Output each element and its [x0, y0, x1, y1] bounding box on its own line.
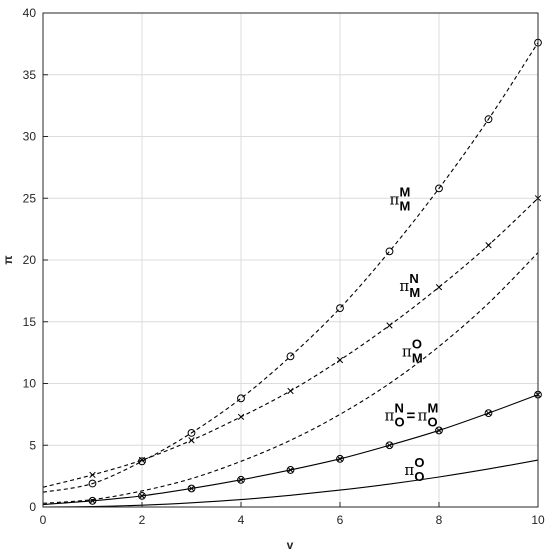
series-2-x-marker: [287, 387, 294, 395]
series-line-5: [42, 459, 539, 508]
annotation-superscript: N: [409, 271, 418, 286]
annotation-subscript: O: [428, 415, 438, 430]
series-4-circle-marker: [435, 426, 443, 435]
series-4-x-marker: [238, 477, 244, 483]
series-4-circle-marker: [88, 496, 97, 505]
series-4-x-marker: [139, 493, 145, 499]
series-4-x-marker: [287, 467, 294, 473]
series-2-x-marker: [89, 471, 96, 479]
annotation-superscript: O: [412, 336, 422, 351]
x-tick-label: 6: [337, 513, 344, 527]
series-1-circle-marker: [237, 394, 245, 403]
series-4-circle-marker: [237, 475, 245, 484]
annotation-symbol: π: [418, 407, 428, 425]
series-4-x-marker: [485, 410, 492, 416]
series-4-x-marker: [188, 485, 195, 492]
series-1-circle-marker: [187, 429, 196, 437]
annotation-4: π NO = π MO: [385, 401, 439, 430]
series-1-circle-marker: [435, 184, 443, 193]
series-2-x-marker: [336, 356, 344, 364]
series-annotations: π MMπ NMπ OMπ NO = π MOπ OO: [385, 184, 439, 483]
annotation-superscript: N: [395, 401, 404, 416]
annotation-3: π OM: [402, 336, 423, 365]
series-4-circle-marker: [187, 484, 196, 493]
series-4-circle-marker: [336, 454, 344, 463]
x-tick-labels: 0 2 4 6 8 10: [40, 502, 545, 527]
annotation-2: π NM: [399, 271, 420, 300]
series-2-x-marker: [386, 322, 393, 329]
series-4-circle-marker: [484, 409, 493, 418]
y-tick-label: 40: [23, 6, 37, 20]
x-tick-label: 10: [531, 513, 545, 527]
annotation-superscript: M: [400, 184, 411, 199]
annotation-subscript: M: [400, 198, 411, 213]
y-tick-label: 15: [23, 315, 37, 329]
y-tick-label: 0: [29, 500, 36, 514]
y-axis-label: π: [1, 255, 15, 264]
annotation-symbol: π: [390, 190, 400, 208]
x-tick-label: 0: [40, 513, 47, 527]
series-2-x-marker: [188, 437, 195, 444]
series-2-x-marker: [485, 242, 492, 249]
annotation-1: π MM: [390, 184, 411, 213]
series-4-circle-marker: [385, 441, 394, 450]
y-tick-label: 10: [23, 377, 37, 391]
y-tick-label: 30: [23, 130, 37, 144]
series-1-circle-marker: [286, 352, 295, 361]
annotation-5: π OO: [404, 455, 424, 484]
x-tick-label: 2: [139, 513, 146, 527]
x-tick-label: 8: [436, 513, 443, 527]
x-axis-label: v: [287, 538, 294, 552]
series-1-circle-marker: [336, 304, 344, 313]
series-2-x-marker: [237, 413, 245, 420]
annotation-superscript: M: [428, 401, 439, 416]
series-1-circle-marker: [138, 457, 146, 466]
series-line-3: [42, 252, 539, 504]
series-4-circle-marker: [286, 466, 295, 474]
series-1-circle-marker: [385, 247, 394, 256]
series-4-x-marker: [89, 498, 96, 504]
series-line-1: [42, 42, 539, 493]
series-4-x-marker: [436, 427, 442, 433]
annotation-subscript: M: [409, 285, 420, 300]
annotation-superscript: O: [414, 455, 424, 470]
annotation-symbol: π: [402, 342, 412, 360]
annotation-subscript: M: [412, 350, 423, 365]
grid: [43, 13, 538, 507]
annotation-equals: =: [407, 408, 416, 425]
series-4-x-marker: [337, 456, 343, 462]
y-tick-label: 25: [23, 191, 37, 205]
y-tick-label: 20: [23, 253, 37, 267]
y-tick-labels: 0 5 10 15 20 25 30 35 40: [23, 6, 48, 514]
y-tick-label: 35: [23, 68, 37, 82]
annotation-symbol: π: [399, 277, 409, 295]
annotation-symbol: π: [404, 461, 414, 479]
series-2-x-marker: [435, 284, 443, 291]
series-4-circle-marker: [138, 491, 146, 500]
series-1-circle-marker: [88, 479, 97, 488]
y-tick-label: 5: [29, 438, 36, 452]
series-2-x-marker: [138, 456, 146, 464]
annotation-subscript: O: [395, 415, 405, 430]
series-4-x-marker: [386, 442, 393, 448]
x-tick-label: 4: [238, 513, 245, 527]
series-1-circle-marker: [484, 115, 493, 124]
annotation-subscript: O: [414, 469, 424, 484]
annotation-symbol: π: [385, 407, 395, 425]
